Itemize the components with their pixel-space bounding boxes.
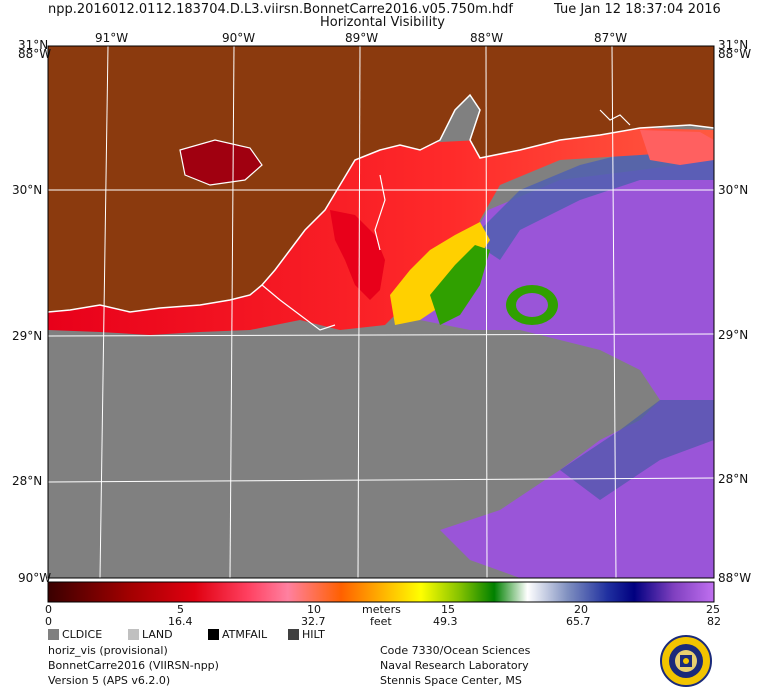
footer-product: horiz_vis (provisional)	[48, 644, 168, 657]
colorbar-tick-feet: 82	[707, 615, 721, 628]
footer-version: Version 5 (APS v6.2.0)	[48, 674, 171, 687]
lon-label: 91°W	[95, 31, 129, 45]
product-title: Horizontal Visibility	[320, 15, 445, 30]
corner-label-bottom-left: 90°W	[18, 571, 52, 585]
lat-label: 28°N	[718, 472, 749, 486]
lat-label: 29°N	[12, 329, 43, 343]
legend-swatch-hilt	[288, 629, 299, 640]
legend-label-land: LAND	[142, 628, 173, 641]
lon-label: 90°W	[222, 31, 256, 45]
colorbar-unit-feet: feet	[370, 615, 392, 628]
colorbar-tick-meters: 10	[307, 603, 321, 616]
clear-water-band	[470, 150, 714, 260]
lon-label: 87°W	[594, 31, 628, 45]
coastline	[47, 93, 715, 313]
corner-label-top-left: 31°N	[18, 38, 49, 52]
colorbar	[47, 581, 715, 603]
transition-zone	[390, 222, 490, 325]
graticule	[47, 45, 715, 579]
colorbar-tick-feet: 65.7	[566, 615, 591, 628]
legend-label-hilt: HILT	[302, 628, 325, 641]
filename-title: npp.2016012.0112.183704.D.L3.viirsn.Bonn…	[48, 2, 513, 17]
lat-label: 29°N	[718, 328, 749, 342]
colorbar-tick-meters: 25	[706, 603, 720, 616]
colorbar-tick-meters: 20	[574, 603, 588, 616]
colorbar-tick-meters: 5	[177, 603, 184, 616]
colorbar-unit-meters: meters	[362, 603, 401, 616]
footer-location: Stennis Space Center, MS	[380, 674, 522, 687]
footer-region: BonnetCarre2016 (VIIRSN-npp)	[48, 659, 219, 672]
colorbar-tick-feet: 49.3	[433, 615, 458, 628]
corner-label-top-left-lon: 88°W	[18, 47, 52, 61]
colorbar-tick-feet: 0	[45, 615, 52, 628]
corner-label-bottom-right: 88°W	[718, 571, 752, 585]
lon-label: 89°W	[345, 31, 379, 45]
legend-label-cldice: CLDICE	[62, 628, 103, 641]
lon-label: 88°W	[470, 31, 504, 45]
timestamp: Tue Jan 12 18:37:04 2016	[554, 2, 721, 17]
legend-swatch-land	[128, 629, 139, 640]
land-mass	[48, 46, 714, 312]
lake-pontchartrain	[180, 140, 262, 185]
colorbar-tick-feet: 16.4	[168, 615, 193, 628]
lat-label: 28°N	[12, 474, 43, 488]
legend-swatch-atmfail	[208, 629, 219, 640]
legend-swatch-cldice	[48, 629, 59, 640]
footer-code: Code 7330/Ocean Sciences	[380, 644, 531, 657]
corner-label-top-right: 31°N	[718, 38, 749, 52]
corner-label-top-right-lon: 88°W	[718, 47, 752, 61]
colorbar-tick-meters: 0	[45, 603, 52, 616]
lat-label: 30°N	[718, 183, 749, 197]
colorbar-tick-feet: 32.7	[301, 615, 326, 628]
legend-label-atmfail: ATMFAIL	[222, 628, 268, 641]
colorbar-tick-meters: 15	[441, 603, 455, 616]
lat-label: 30°N	[12, 183, 43, 197]
footer-lab: Naval Research Laboratory	[380, 659, 529, 672]
